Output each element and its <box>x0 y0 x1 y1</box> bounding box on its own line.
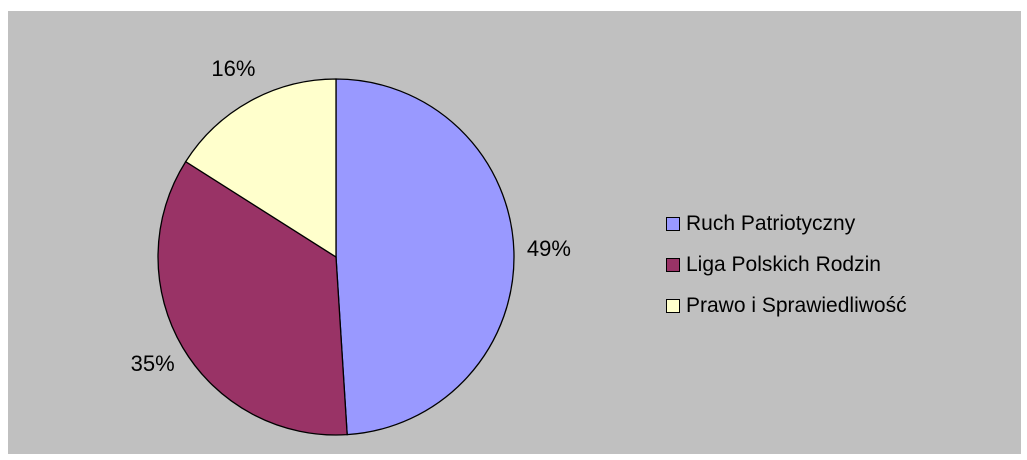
pie-slices <box>157 78 515 436</box>
pie-slice-liga-polskich-rodzin <box>157 160 348 436</box>
pie-slice-prawo-i-sprawiedliwosc <box>184 78 337 259</box>
pie-chart: 49% 35% 16% <box>131 56 571 436</box>
legend-label-liga-polskich-rodzin: Liga Polskich Rodzin <box>686 252 881 276</box>
data-label-ruch-patriotyczny: 49% <box>527 236 571 261</box>
legend-swatch-ruch-patriotyczny <box>666 216 680 231</box>
legend-label-ruch-patriotyczny: Ruch Patriotyczny <box>686 211 856 235</box>
data-label-prawo-i-sprawiedliwosc: 16% <box>211 56 255 81</box>
legend-item-ruch-patriotyczny: Ruch Patriotyczny <box>666 203 907 244</box>
legend-swatch-prawo-i-sprawiedliwosc <box>666 298 680 313</box>
legend-label-prawo-i-sprawiedliwosc: Prawo i Sprawiedliwość <box>686 293 907 317</box>
pie-slice-ruch-patriotyczny <box>335 78 515 436</box>
pie-data-labels: 49% 35% 16% <box>131 56 571 376</box>
data-label-liga-polskich-rodzin: 35% <box>131 351 175 376</box>
legend-swatch-liga-polskich-rodzin <box>666 257 680 272</box>
legend-item-prawo-i-sprawiedliwosc: Prawo i Sprawiedliwość <box>666 285 907 326</box>
chart-area: 49% 35% 16% Ruch Patriotyczny Liga Polskic… <box>8 11 1021 454</box>
chart-legend: Ruch Patriotyczny Liga Polskich Rodzin P… <box>666 203 907 326</box>
legend-item-liga-polskich-rodzin: Liga Polskich Rodzin <box>666 244 907 285</box>
